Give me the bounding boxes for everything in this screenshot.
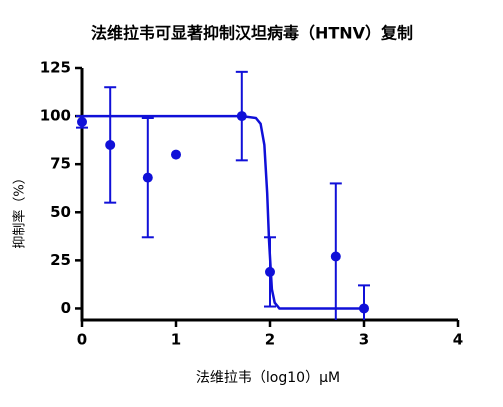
data-point [330,251,341,262]
x-tick-label: 0 [77,331,87,349]
data-point [265,266,275,277]
chart-title: 法维拉韦可显著抑制汉坦病毒（HTNV）复制 [91,24,413,43]
x-tick-label: 1 [171,331,181,349]
y-tick-label: 0 [61,299,71,317]
data-point [142,172,153,183]
x-tick-label: 4 [453,331,463,349]
data-point [171,149,181,160]
data-point [359,303,369,314]
y-tick-label: 50 [50,203,71,221]
y-axis-label: 抑制率（%） [12,171,28,248]
y-tick-label: 100 [40,107,71,125]
x-tick-label: 2 [265,331,275,349]
fit-curve [82,114,364,310]
plot-area [76,70,370,320]
y-tick-label: 125 [40,59,71,77]
data-point [105,139,116,150]
data-point [236,111,247,122]
y-tick-label: 75 [50,155,71,173]
x-axis-label: 法维拉韦（log10）μM [196,370,340,386]
y-tick-label: 25 [50,251,71,269]
x-tick-label: 3 [359,331,369,349]
data-point [77,116,87,127]
